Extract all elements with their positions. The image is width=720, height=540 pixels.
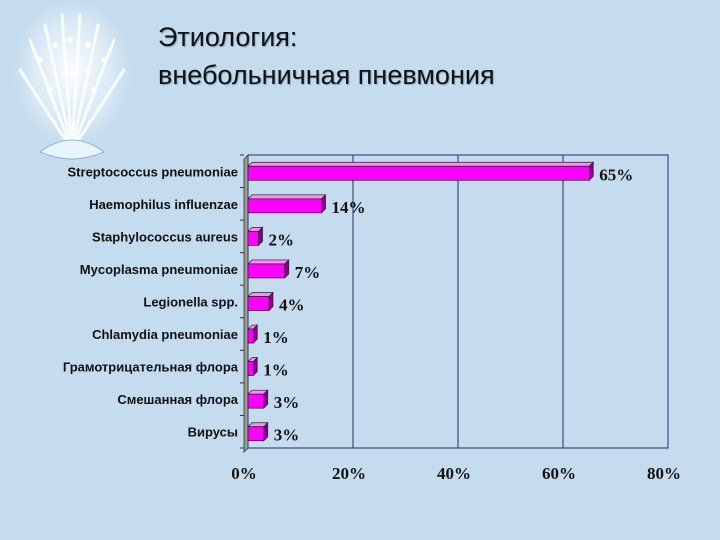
category-label: Staphylococcus aureus <box>92 229 238 244</box>
bar-front-face <box>247 426 265 442</box>
bar-front-face <box>247 361 254 376</box>
bar <box>247 161 595 182</box>
data-label: 1% <box>263 361 289 380</box>
bars-layer <box>247 161 595 442</box>
data-label: 4% <box>279 296 305 315</box>
bar <box>247 356 259 377</box>
category-label: Streptococcus pneumoniae <box>68 164 238 179</box>
bar-front-face <box>247 296 270 311</box>
axis-wall <box>243 154 249 453</box>
bar-top-face <box>247 194 327 200</box>
bar <box>247 226 264 247</box>
bar-top-face <box>247 259 290 265</box>
x-tick-label: 80% <box>647 464 681 483</box>
bar-front-face <box>247 328 254 344</box>
data-label: 2% <box>269 230 295 249</box>
labels-layer: 0% 20% 40% 60% 80% Streptococcus pneumoniae 65… <box>63 164 681 483</box>
category-label: Haemophilus influenzae <box>89 197 238 212</box>
grid-layer <box>240 154 669 453</box>
data-label: 1% <box>263 328 289 347</box>
category-label: Legionella spp. <box>143 295 238 310</box>
category-label: Смешанная флора <box>117 392 238 407</box>
slide-title: Этиология: внебольничная пневмония <box>158 18 495 94</box>
bar-top-face <box>247 161 595 167</box>
bar-front-face <box>247 198 322 214</box>
x-tick-label: 20% <box>332 464 366 483</box>
bar <box>247 324 259 344</box>
data-label: 65% <box>599 165 633 184</box>
bar-front-face <box>247 393 265 409</box>
category-label: Chlamydia pneumoniae <box>92 327 238 342</box>
data-label: 3% <box>274 426 300 445</box>
bar <box>247 193 327 214</box>
data-label: 7% <box>295 263 321 282</box>
data-label: 14% <box>332 198 366 217</box>
category-label: Грамотрицательная флора <box>63 360 239 375</box>
bar-front-face <box>247 263 286 279</box>
decorative-shell-graphic <box>10 2 134 160</box>
bar <box>247 421 269 442</box>
bar <box>247 291 274 312</box>
bar <box>247 389 269 410</box>
bar-front-face <box>247 165 590 181</box>
bar-front-face <box>247 231 259 246</box>
x-tick-label: 60% <box>542 464 576 483</box>
category-label: Mycoplasma pneumoniae <box>80 262 238 277</box>
x-tick-label: 40% <box>437 464 471 483</box>
x-tick-label: 0% <box>231 464 257 483</box>
slide-title-line2: внебольничная пневмония <box>158 60 495 90</box>
category-label: Вирусы <box>188 425 238 440</box>
data-label: 3% <box>274 393 300 412</box>
slide-title-line1: Этиология: <box>158 22 298 52</box>
bar <box>247 259 290 279</box>
